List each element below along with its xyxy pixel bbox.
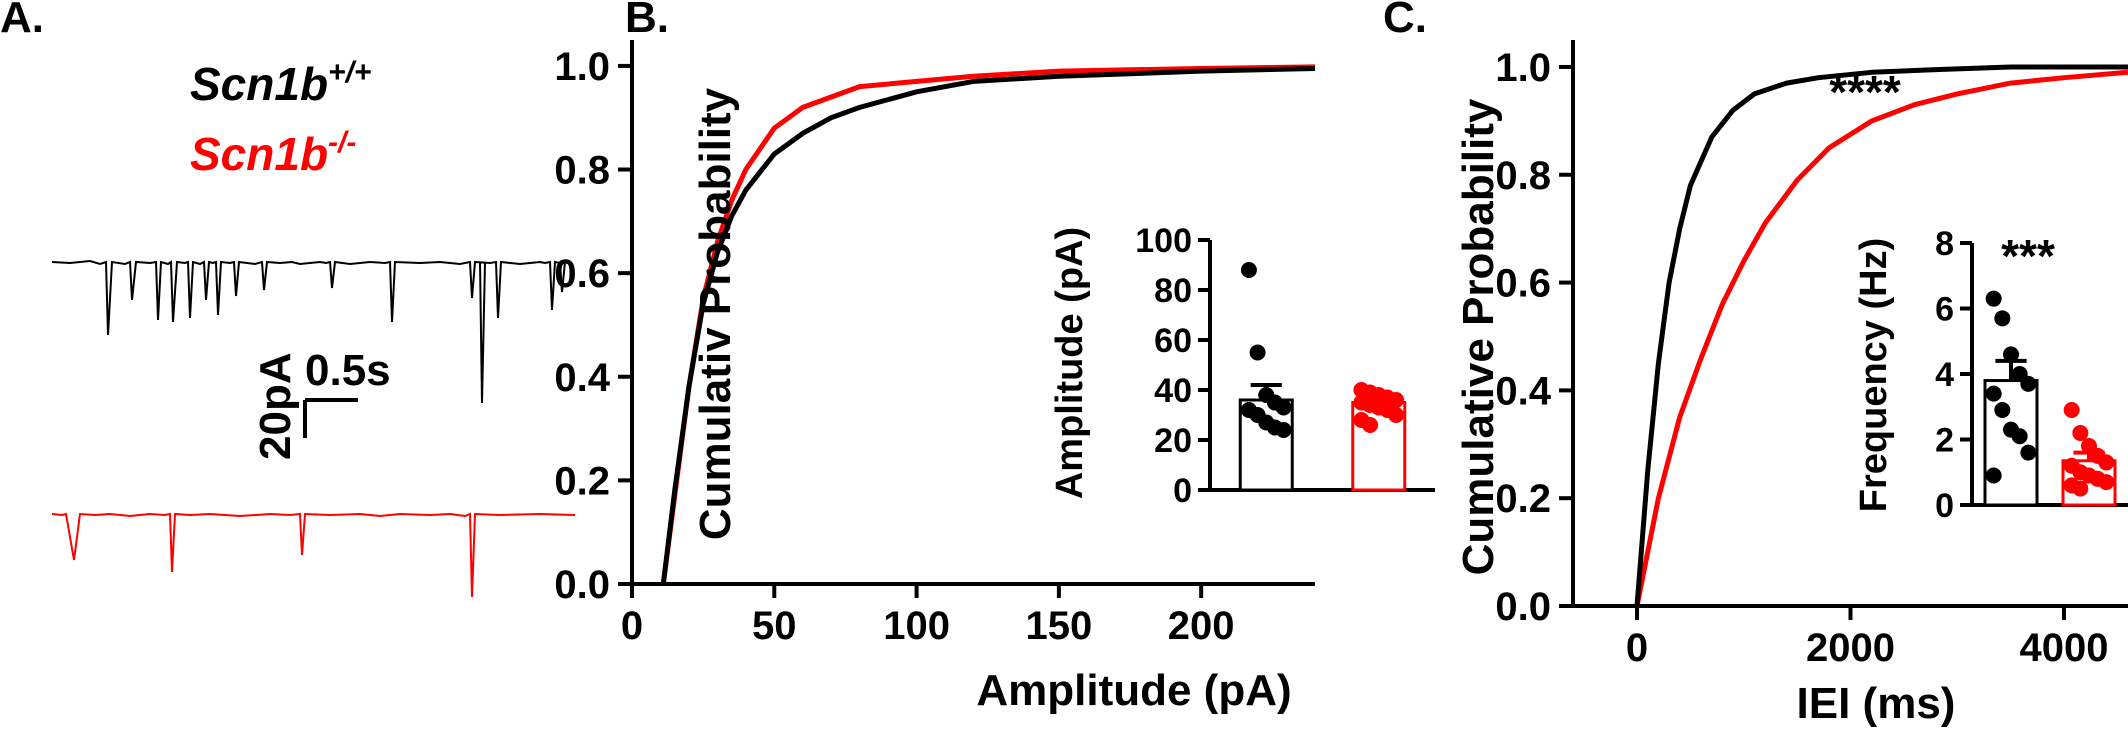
legend-ko: Scn1b-/-	[190, 126, 356, 180]
trace-wt	[51, 259, 571, 404]
b-inset-bar-wt-point	[1275, 422, 1292, 438]
legend-ko-base: Scn1b	[190, 128, 328, 180]
b-inset-bar-wt-point	[1249, 344, 1266, 361]
b-ytick-label: 0.4	[554, 356, 610, 400]
legend-wt: Scn1b+/+	[190, 56, 371, 110]
c-inset-bar-wt-point	[1985, 467, 2002, 484]
c-inset-bar-wt-point	[2011, 428, 2028, 445]
legend-wt-sup: +/+	[328, 56, 371, 89]
chart-c-inset: 0 2 4 6 8 Frequency (Hz) ***	[1853, 225, 2128, 525]
c-inset-ytick-label: 0	[1935, 487, 1954, 525]
b-ytick-label: 0.2	[554, 459, 610, 503]
chart-c-main: 0.0 0.2 0.4 0.6 0.8 1.0 0 2000 4000 Cumulative P…	[1454, 40, 2128, 728]
c-xtick-label: 2000	[1806, 626, 1895, 670]
c-significance: ****	[1829, 66, 1901, 118]
b-xtick-label: 0	[621, 604, 643, 648]
chart-b-inset: 0 20 40 60 80 100 Amplitude (pA)	[1049, 222, 1435, 510]
panel-c-label: C.	[1383, 0, 1427, 42]
b-xtick-label: 100	[883, 604, 950, 648]
b-inset-ytick-label: 0	[1173, 472, 1192, 510]
c-inset-significance: ***	[2001, 230, 2055, 282]
b-ytick-label: 0.0	[554, 563, 610, 607]
b-xtick-label: 50	[752, 604, 797, 648]
panel-a-label: A.	[0, 0, 44, 42]
panel-b-label: B.	[625, 0, 669, 42]
b-inset-bar-wt-point	[1240, 262, 1257, 278]
c-inset-bar-wt-point	[2003, 346, 2019, 363]
b-ytick-label: 0.6	[554, 252, 610, 296]
c-inset-bar-ko-point	[2072, 480, 2089, 497]
c-inset-bar-wt-point	[1985, 385, 2002, 402]
c-series-wt	[1634, 64, 2128, 607]
chart-b-main: 0.00.20.40.60.81.00 50 100 150 200 Cumulativ…	[554, 40, 1316, 715]
c-ytick-label: 0.6	[1495, 262, 1551, 306]
c-inset-ytick-label: 2	[1935, 422, 1954, 460]
c-inset-bar-ko-point	[2098, 454, 2115, 471]
c-inset-bar-wt-point	[1994, 402, 2011, 419]
c-inset-bar-ko-point	[2072, 424, 2089, 441]
b-xtick-label: 150	[1026, 604, 1093, 648]
c-inset-ytick-label: 4	[1935, 356, 1954, 394]
c-ylabel: Cumulative Probability	[1454, 98, 1503, 575]
c-inset-bar-wt-point	[2020, 444, 2037, 461]
c-ytick-label: 0.2	[1495, 477, 1551, 521]
c-xtick-label: 0	[1626, 626, 1648, 670]
c-inset-bar-ko-point	[2098, 474, 2115, 491]
b-xlabel: Amplitude (pA)	[976, 666, 1291, 715]
c-inset-bar-wt-point	[1985, 290, 2002, 307]
c-ytick-label: 0.0	[1495, 585, 1551, 629]
b-inset-ytick-label: 60	[1154, 322, 1192, 360]
c-ytick-label: 0.4	[1495, 369, 1551, 413]
b-inset-bar-ko-point	[1388, 407, 1405, 423]
c-xtick-label: 4000	[2019, 626, 2108, 670]
scalebar	[303, 398, 358, 438]
legend-wt-base: Scn1b	[190, 58, 328, 110]
c-series-ko	[1634, 69, 2128, 607]
b-inset-ytick-label: 80	[1154, 272, 1192, 310]
b-inset-ytick-label: 40	[1154, 372, 1192, 410]
b-inset-ylabel: Amplitude (pA)	[1049, 227, 1091, 499]
scalebar-x-label: 0.5s	[305, 346, 391, 395]
c-inset-bar-wt-point	[2020, 375, 2037, 392]
c-ytick-label: 1.0	[1495, 46, 1551, 90]
c-inset-ytick-label: 8	[1935, 225, 1954, 263]
b-ytick-label: 1.0	[554, 45, 610, 89]
c-inset-ytick-label: 6	[1935, 291, 1954, 329]
b-xtick-label: 200	[1168, 604, 1235, 648]
trace-ko	[51, 512, 576, 598]
c-inset-bar-wt-point	[1994, 310, 2011, 327]
b-inset-bar-wt-point	[1275, 399, 1292, 416]
c-inset-bar-ko-point	[2063, 402, 2080, 419]
b-series-ko	[660, 64, 1316, 585]
b-inset-ytick-label: 100	[1135, 222, 1192, 260]
b-ylabel: Cumulativ Probability	[691, 87, 740, 540]
c-xlabel: IEI (ms)	[1797, 679, 1956, 728]
legend-ko-sup: -/-	[328, 126, 356, 159]
b-inset-bar-ko-point	[1362, 417, 1379, 433]
b-ytick-label: 0.8	[554, 149, 610, 193]
c-inset-ylabel: Frequency (Hz)	[1853, 238, 1895, 512]
c-ytick-label: 0.8	[1495, 154, 1551, 198]
b-series-wt	[660, 66, 1316, 585]
scalebar-y-label: 20pA	[251, 352, 300, 460]
b-inset-ytick-label: 20	[1154, 422, 1192, 460]
